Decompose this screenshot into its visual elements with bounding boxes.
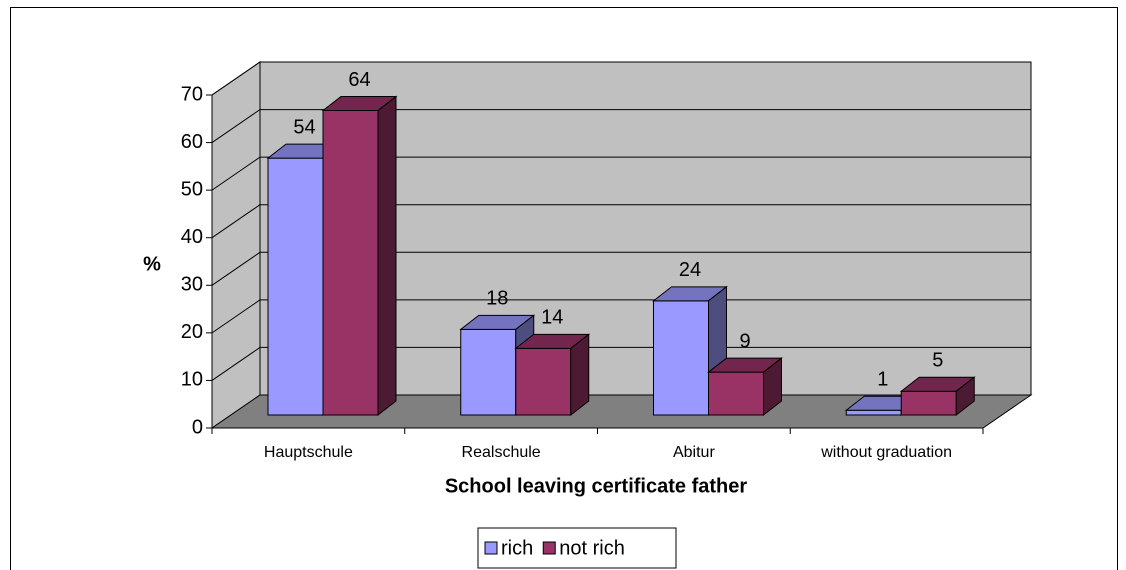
x-axis-label: School leaving certificate father (445, 475, 748, 497)
grid-line (211, 61, 261, 96)
value-label: 1 (877, 369, 888, 391)
y-tick-label: 20 (181, 321, 203, 343)
bar (514, 333, 591, 417)
x-tick-label: without graduation (820, 444, 952, 461)
x-tick-label: Abitur (673, 444, 715, 461)
y-tick-label: 50 (181, 178, 203, 200)
value-label: 18 (486, 288, 508, 310)
y-tick-label: 70 (181, 83, 203, 105)
bar (899, 376, 976, 417)
y-tick-label: 40 (181, 226, 203, 248)
y-axis-label: % (143, 253, 161, 275)
bar (321, 95, 398, 417)
value-label: 24 (679, 259, 701, 281)
value-label: 64 (348, 69, 370, 91)
y-tick-label: 60 (181, 131, 203, 153)
legend-label: rich (501, 537, 533, 559)
value-label: 9 (739, 330, 750, 352)
grid-line (211, 109, 261, 143)
legend-box (477, 527, 677, 569)
grid-line (211, 156, 261, 191)
y-tick-label: 10 (181, 369, 203, 391)
x-tick-label: Hauptschule (264, 444, 353, 461)
value-label: 5 (932, 349, 943, 371)
legend-swatch (542, 541, 556, 555)
y-tick-label: 0 (192, 416, 203, 438)
legend-swatch (484, 541, 498, 555)
y-tick-label: 30 (181, 274, 203, 296)
legend-label: not rich (559, 537, 625, 559)
value-label: 54 (293, 116, 315, 138)
bar (707, 357, 783, 417)
side-wall (211, 61, 261, 429)
grid-line (211, 251, 261, 286)
grid-line (211, 347, 261, 381)
grid-line (211, 299, 261, 334)
x-tick-label: Realschule (462, 444, 541, 461)
value-label: 14 (541, 307, 563, 329)
grid-line (211, 204, 261, 239)
